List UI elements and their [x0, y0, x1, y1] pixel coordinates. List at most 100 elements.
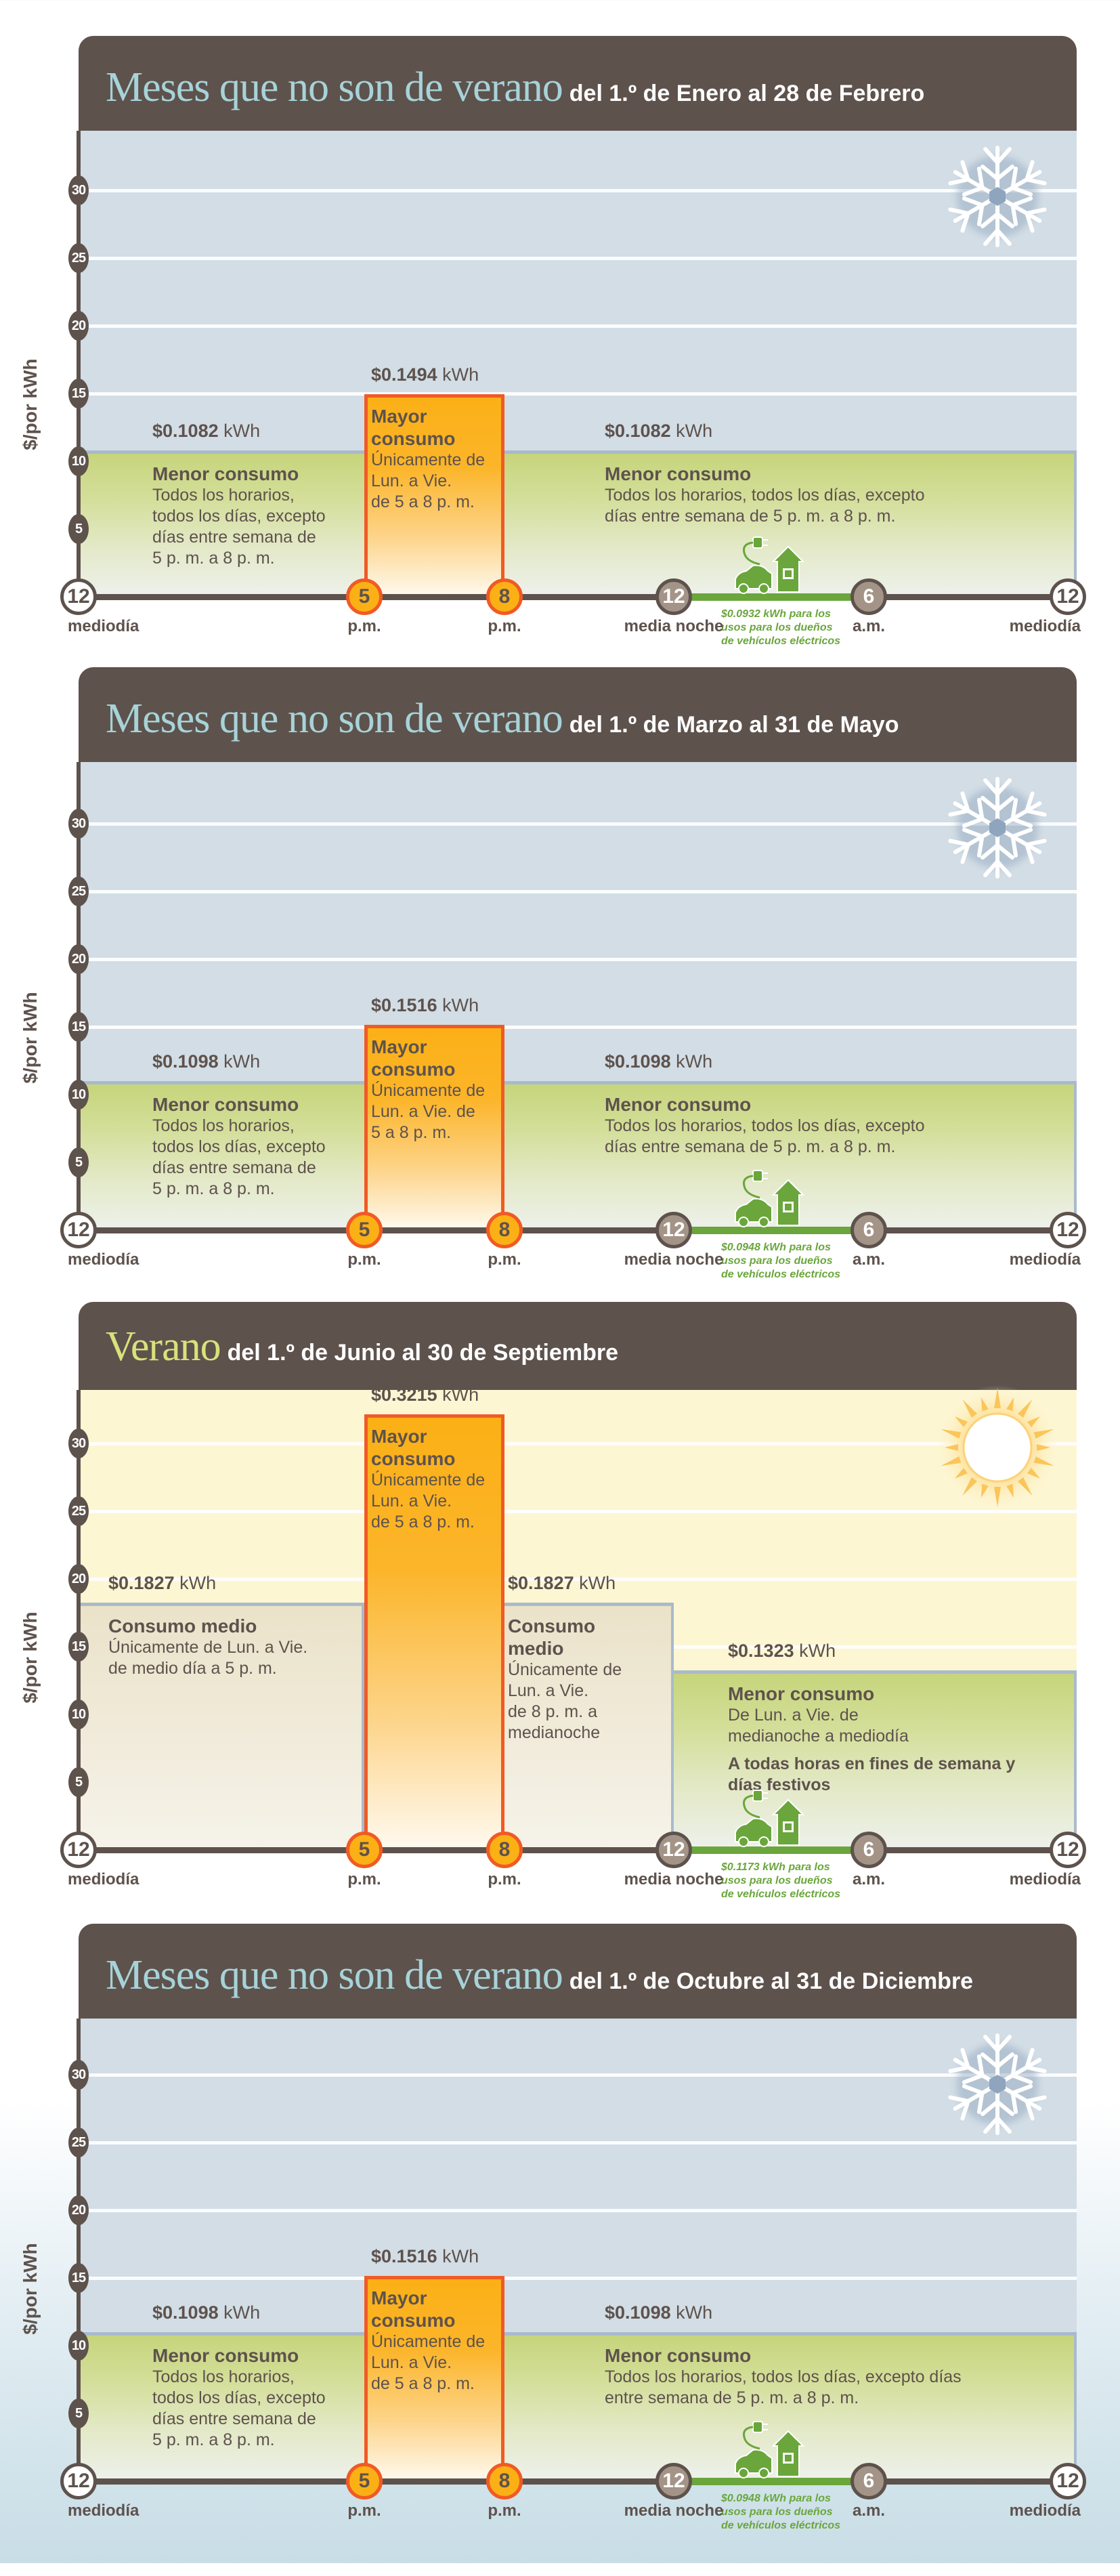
price-unit: kWh	[670, 420, 713, 441]
rate-bar-low	[674, 1670, 1077, 1850]
rate-panel-winter: Meses que no son de verano del 1.º de Ene…	[0, 36, 1120, 692]
date-range: del 1.º de Octubre al 31 de Diciembre	[569, 1968, 974, 1994]
period-description: Menor consumo Todos los horarios, todos l…	[605, 463, 925, 527]
snowflake-icon	[940, 2027, 1055, 2145]
panel-title: Meses que no son de verano del 1.º de Ene…	[106, 64, 924, 112]
period-detail: Todos los horarios, todos los días, exce…	[605, 485, 925, 505]
period-detail: Únicamente de	[508, 1660, 622, 1679]
time-label: p.m.	[488, 617, 521, 635]
period-detail: Únicamente de	[371, 2331, 486, 2351]
period-name: Menor consumo	[728, 1683, 875, 1705]
y-tick-label: 25	[68, 1496, 89, 1526]
y-tick-label: 5	[68, 2399, 89, 2428]
price-label: $0.1082 kWh	[152, 421, 260, 442]
time-marker: 5	[346, 578, 383, 615]
time-label: p.m.	[347, 1870, 381, 1888]
time-marker: 12	[1050, 1832, 1086, 1868]
period-name: Menor consumo	[605, 2345, 752, 2367]
y-tick-label: 15	[68, 1012, 89, 1042]
y-tick-label: 10	[68, 2331, 89, 2361]
y-tick-label: 15	[68, 379, 89, 408]
gridline	[79, 890, 1077, 893]
time-label: media noche	[624, 1250, 724, 1269]
rate-bar-low	[79, 2332, 1077, 2481]
ev-rate-line-text: usos para los dueños	[721, 622, 833, 633]
y-axis-label: $/por kWh	[20, 358, 41, 450]
time-marker: 12	[655, 1212, 692, 1248]
price-value: $0.1516	[371, 994, 437, 1015]
price-label: $0.1098 kWh	[152, 2302, 260, 2323]
price-unit: kWh	[437, 994, 479, 1015]
time-marker: 8	[486, 1212, 523, 1248]
rate-panel-winter: Meses que no son de verano del 1.º de Oct…	[0, 1924, 1120, 2576]
season-title: Meses que no son de verano	[106, 1952, 563, 1998]
price-label: $0.1516 kWh	[371, 995, 479, 1016]
y-tick-label: 25	[68, 877, 89, 906]
period-detail: Todos los horarios, todos los días, exce…	[605, 2367, 962, 2387]
time-label: a.m.	[852, 1250, 886, 1269]
period-name: consumo	[371, 2309, 456, 2331]
gridline	[79, 822, 1077, 826]
ev-rate-line	[674, 2478, 869, 2485]
time-label: mediodía	[68, 1250, 139, 1269]
ev-rate-note: $0.1173 kWh para los usos para los dueños…	[721, 1861, 840, 1901]
price-label: $0.1098 kWh	[605, 1051, 712, 1072]
period-name: Mayor	[371, 1036, 427, 1057]
time-label: media noche	[624, 617, 724, 635]
ev-rate-note: $0.0948 kWh para los usos para los dueños…	[721, 2492, 840, 2533]
gridline	[79, 1510, 1077, 1513]
period-detail: Todos los horarios,	[152, 485, 295, 505]
time-marker: 6	[850, 1832, 887, 1868]
panel-header: Verano del 1.º de Junio al 30 de Septiemb…	[79, 1302, 1077, 1390]
y-tick-label: 15	[68, 2263, 89, 2293]
date-range: del 1.º de Marzo al 31 de Mayo	[569, 712, 899, 738]
period-detail: 5 p. m. a 8 p. m.	[152, 1179, 275, 1199]
y-tick-label: 10	[68, 446, 89, 476]
period-detail: de 5 a 8 p. m.	[371, 492, 475, 512]
time-label: mediodía	[1009, 1870, 1081, 1888]
price-unit: kWh	[437, 364, 479, 385]
ev-rate-note: $0.0932 kWh para los usos para los dueños…	[721, 608, 840, 648]
time-marker: 12	[60, 578, 97, 615]
price-label: $0.1323 kWh	[728, 1641, 836, 1662]
time-marker: 12	[1050, 1212, 1086, 1248]
price-label: $0.1827 kWh	[508, 1573, 616, 1594]
period-detail: Únicamente de	[371, 1080, 486, 1100]
price-unit: kWh	[574, 1572, 616, 1593]
period-name: consumo	[371, 1448, 456, 1469]
y-tick-label: 10	[68, 1080, 89, 1110]
price-unit: kWh	[437, 2245, 479, 2266]
time-marker: 12	[655, 1832, 692, 1868]
period-description: Mayor consumo Únicamente de Lun. a Vie. de 5…	[371, 1425, 485, 1533]
y-tick-label: 20	[68, 1564, 89, 1594]
period-extra-line: días festivos	[728, 1775, 831, 1795]
period-extra-line: A todas horas en fines de semana y	[728, 1754, 1016, 1774]
time-axis-line	[79, 594, 1068, 600]
period-description: Menor consumo De Lun. a Vie. de medianoche…	[728, 1683, 1015, 1796]
period-name: medio	[508, 1637, 564, 1659]
snowflake-icon	[940, 770, 1055, 889]
y-tick-label: 25	[68, 2128, 89, 2157]
date-range: del 1.º de Enero al 28 de Febrero	[569, 81, 925, 106]
panel-title: Meses que no son de verano del 1.º de Oct…	[106, 1951, 973, 2000]
sun-icon	[933, 1383, 1062, 1515]
panel-header: Meses que no son de verano del 1.º de Mar…	[79, 667, 1077, 762]
time-axis-line	[79, 1227, 1068, 1233]
price-label: $0.1827 kWh	[108, 1573, 216, 1594]
ev-rate-line	[674, 1846, 869, 1854]
y-tick-label: 30	[68, 175, 89, 205]
period-detail: 5 p. m. a 8 p. m.	[152, 548, 275, 568]
time-marker: 8	[486, 1832, 523, 1868]
date-range: del 1.º de Junio al 30 de Septiembre	[227, 1340, 618, 1366]
ev-charging-home-icon	[733, 1168, 807, 1232]
time-label: p.m.	[488, 2501, 521, 2520]
period-name: Consumo	[508, 1615, 596, 1637]
ev-rate-line	[674, 593, 869, 601]
time-marker: 5	[346, 1212, 383, 1248]
period-description: Menor consumo Todos los horarios, todos lo…	[152, 1093, 326, 1200]
time-marker: 6	[850, 1212, 887, 1248]
price-unit: kWh	[218, 2302, 261, 2323]
period-description: Menor consumo Todos los horarios, todos lo…	[152, 463, 326, 569]
price-value: $0.1098	[605, 1051, 671, 1072]
panel-title: Verano del 1.º de Junio al 30 de Septiemb…	[106, 1323, 618, 1371]
